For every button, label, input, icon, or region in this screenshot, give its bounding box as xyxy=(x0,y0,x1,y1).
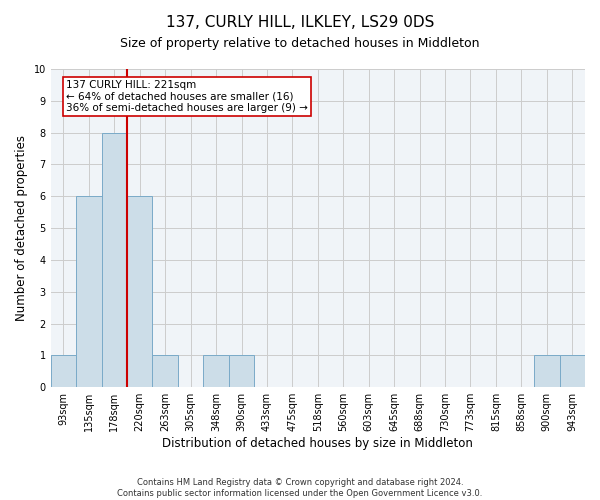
Bar xyxy=(101,132,127,387)
Text: Contains HM Land Registry data © Crown copyright and database right 2024.
Contai: Contains HM Land Registry data © Crown c… xyxy=(118,478,482,498)
Text: Size of property relative to detached houses in Middleton: Size of property relative to detached ho… xyxy=(120,38,480,51)
Text: 137 CURLY HILL: 221sqm
← 64% of detached houses are smaller (16)
36% of semi-det: 137 CURLY HILL: 221sqm ← 64% of detached… xyxy=(66,80,308,114)
Bar xyxy=(534,356,560,387)
Y-axis label: Number of detached properties: Number of detached properties xyxy=(15,135,28,321)
Bar xyxy=(560,356,585,387)
Bar xyxy=(76,196,101,387)
Bar xyxy=(203,356,229,387)
Bar xyxy=(152,356,178,387)
Bar xyxy=(50,356,76,387)
Text: 137, CURLY HILL, ILKLEY, LS29 0DS: 137, CURLY HILL, ILKLEY, LS29 0DS xyxy=(166,15,434,30)
Bar xyxy=(127,196,152,387)
X-axis label: Distribution of detached houses by size in Middleton: Distribution of detached houses by size … xyxy=(163,437,473,450)
Bar xyxy=(229,356,254,387)
